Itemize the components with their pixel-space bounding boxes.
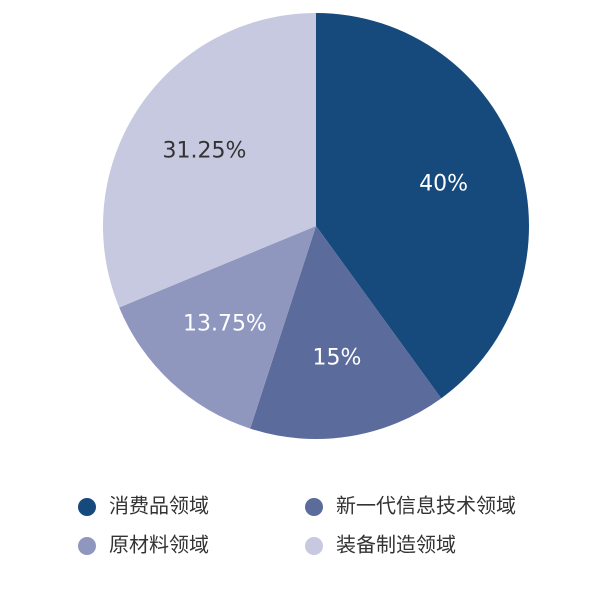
legend-swatch <box>78 498 96 516</box>
pie-slice <box>103 13 316 308</box>
legend-label: 装备制造领域 <box>336 533 456 557</box>
pie-slice <box>250 226 442 439</box>
value-label: 13.75% <box>183 312 267 337</box>
value-label: 31.25% <box>162 138 246 163</box>
legend-label: 原材料领域 <box>109 533 209 557</box>
value-label: 15% <box>313 346 362 371</box>
pie-slice <box>119 226 317 429</box>
legend-label: 消费品领域 <box>109 494 209 518</box>
pie-slice <box>316 13 530 399</box>
legend-swatch <box>305 537 323 555</box>
legend-label: 新一代信息技术领域 <box>336 494 516 518</box>
legend-swatch <box>305 498 323 516</box>
value-label: 40% <box>419 172 468 197</box>
legend-swatch <box>78 537 96 555</box>
